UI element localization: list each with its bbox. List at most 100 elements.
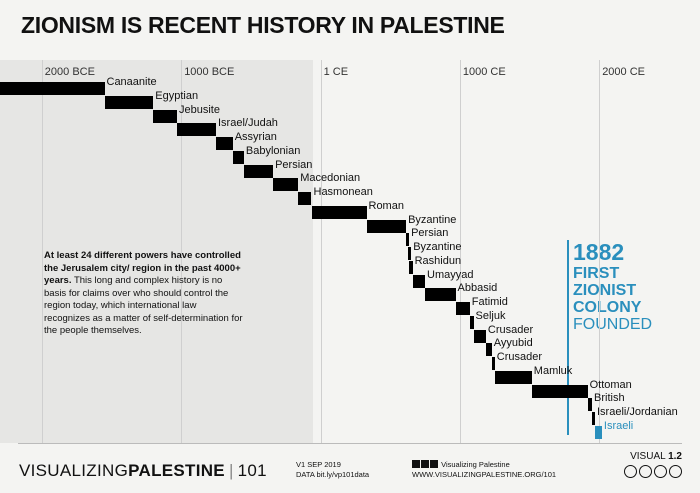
social-handle: Visualizing Palestine — [441, 460, 510, 469]
social-info: Visualizing Palestine WWW.VISUALIZINGPAL… — [412, 460, 556, 480]
timeline-bar — [409, 260, 413, 274]
brand-light: VISUALIZING — [19, 461, 129, 480]
timeline-bar — [408, 247, 412, 260]
gridline — [459, 60, 461, 443]
timeline-label: Jebusite — [179, 103, 220, 116]
footer: VISUALIZINGPALESTINE | 101 V1 SEP 2019 DAT… — [0, 443, 700, 493]
marker-line-4: FOUNDED — [573, 316, 653, 333]
marker-year: 1882 — [573, 239, 625, 265]
brand-bold: PALESTINE — [128, 461, 225, 480]
marker-callout: 1882 FIRST ZIONIST COLONY FOUNDED — [573, 239, 653, 334]
brand: VISUALIZINGPALESTINE | 101 — [19, 461, 267, 481]
timeline-bar — [469, 315, 474, 329]
timeline-label: Umayyad — [427, 268, 474, 281]
visual-number: 1.2 — [668, 451, 682, 462]
x-tick-label: 1000 CE — [462, 66, 506, 78]
timeline-bar — [153, 109, 177, 123]
timeline-bar — [491, 357, 495, 370]
gridline — [41, 60, 43, 443]
timeline-label: Roman — [368, 199, 404, 212]
timeline-bar — [425, 288, 456, 302]
timeline-bar — [177, 123, 216, 137]
timeline-label: Hasmonean — [313, 186, 373, 198]
timeline-label: Fatimid — [471, 296, 508, 308]
website-line: WWW.VISUALIZINGPALESTINE.ORG/101 — [412, 470, 557, 479]
by-icon — [639, 465, 652, 478]
timeline-label: Assyrian — [234, 131, 277, 143]
note-text: This long and complex history is no basi… — [44, 275, 243, 336]
timeline-label: British — [594, 392, 625, 405]
meta-info: V1 SEP 2019 DATA bit.ly/vp101data — [296, 460, 369, 480]
timeline-label: Israeli — [603, 419, 634, 432]
visual-tag: VISUAL 1.2 — [630, 451, 682, 462]
footer-rule — [18, 443, 682, 444]
license-icons — [624, 465, 682, 478]
timeline-label: Seljuk — [475, 309, 506, 322]
annotation-note: At least 24 different powers have contro… — [44, 250, 244, 338]
timeline-bar — [311, 205, 367, 219]
timeline-label: Mamluk — [533, 364, 573, 377]
timeline-label: Babylonian — [245, 144, 301, 157]
bce-shading — [0, 60, 313, 443]
timeline-bar — [473, 329, 486, 343]
timeline-bar — [485, 343, 492, 357]
timeline-bar — [298, 192, 312, 205]
timeline-label: Persian — [275, 158, 313, 171]
timeline-label: Canaanite — [106, 76, 157, 88]
timeline-bar — [216, 137, 233, 150]
gridline — [181, 60, 183, 443]
x-tick-label: 1000 BCE — [184, 66, 235, 78]
timeline-label: Israel/Judah — [218, 117, 278, 130]
timeline-label: Ayyubid — [493, 337, 533, 350]
note-bold: At least 24 different powers have contro… — [44, 250, 241, 286]
timeline-label: Ottoman — [589, 378, 632, 391]
timeline-bar — [0, 82, 105, 95]
x-tick-label: 2000 CE — [602, 66, 645, 78]
visual-label: VISUAL — [630, 451, 666, 462]
x-tick-label: 2000 BCE — [44, 66, 95, 78]
social-icon — [421, 460, 429, 468]
page-title: ZIONISM IS RECENT HISTORY IN PALESTINE — [21, 12, 505, 38]
timeline-label: Abbasid — [457, 282, 498, 295]
timeline-label: Persian — [411, 227, 449, 240]
timeline-bar — [531, 384, 588, 398]
timeline-bar — [592, 412, 595, 425]
timeline-bar — [232, 150, 244, 164]
timeline-bar — [494, 370, 532, 384]
chart: 1882 FIRST ZIONIST COLONY FOUNDED 2000 B… — [0, 60, 700, 443]
social-icon — [412, 460, 420, 468]
brand-separator: | — [228, 461, 234, 480]
cc-icon — [624, 465, 637, 478]
nc-icon — [654, 465, 667, 478]
timeline-bar — [366, 219, 407, 233]
timeline-bar — [243, 164, 274, 178]
timeline-label: Rashidun — [414, 254, 462, 267]
x-tick-label: 1 CE — [323, 66, 349, 78]
timeline-label: Israeli/Jordanian — [597, 406, 678, 418]
brand-number: 101 — [237, 461, 267, 480]
timeline-bar — [587, 398, 592, 412]
marker-line — [567, 240, 569, 435]
timeline-bar — [412, 274, 425, 288]
version-line: V1 SEP 2019 — [296, 460, 341, 469]
timeline-bar — [273, 178, 299, 192]
gridline — [320, 60, 322, 443]
timeline-bar — [104, 95, 154, 109]
gridline — [599, 60, 601, 443]
marker-line-1: FIRST — [573, 265, 620, 282]
data-source-line: DATA bit.ly/vp101data — [296, 470, 370, 479]
social-row: Visualizing Palestine — [412, 460, 556, 470]
timeline-bar — [406, 233, 410, 247]
marker-line-3: COLONY — [573, 299, 642, 316]
timeline-label: Crusader — [487, 323, 534, 336]
timeline-label: Egyptian — [155, 89, 199, 102]
timeline-bar — [455, 302, 470, 315]
timeline-label: Byzantine — [413, 241, 462, 253]
sa-icon — [669, 465, 682, 478]
timeline-bar — [594, 425, 602, 439]
timeline-label: Macedonian — [300, 172, 361, 185]
timeline-label: Crusader — [496, 351, 543, 363]
timeline-label: Byzantine — [408, 213, 457, 226]
social-icon — [430, 460, 438, 468]
marker-line-2: ZIONIST — [573, 282, 637, 299]
